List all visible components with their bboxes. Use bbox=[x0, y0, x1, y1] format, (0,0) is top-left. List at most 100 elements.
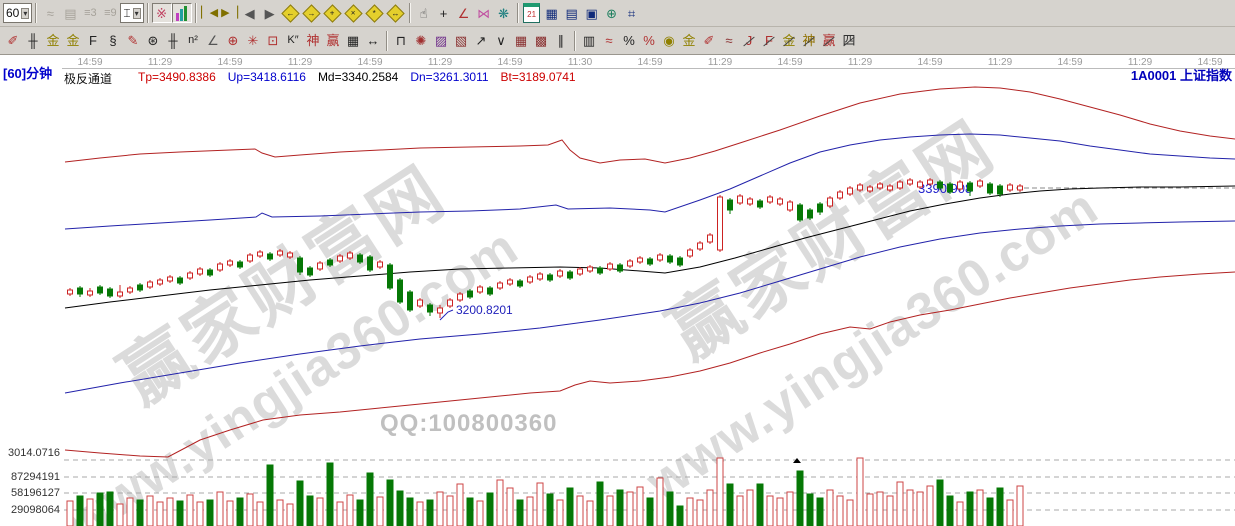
width-arrows-icon[interactable]: ↔ bbox=[366, 33, 380, 48]
box-rays-icon[interactable]: ▧ bbox=[454, 33, 468, 48]
toolbar-separator bbox=[386, 30, 388, 51]
pct-wave-icon[interactable]: ≈ bbox=[605, 33, 613, 48]
time-axis-label: 14:59 bbox=[777, 57, 803, 68]
diamond-star-icon[interactable]: * bbox=[364, 3, 384, 23]
stats-frame-icon[interactable]: ▥ bbox=[582, 33, 596, 48]
gold-tool-a-icon[interactable]: 金 bbox=[46, 33, 60, 48]
diamond-plus-icon[interactable]: + bbox=[322, 3, 342, 23]
chart-canvas[interactable]: 3390.908 bbox=[0, 55, 1235, 526]
diamond-right-icon[interactable]: → bbox=[301, 3, 321, 23]
prev-bar-icon[interactable]: ◀ bbox=[244, 5, 255, 21]
dart-note-icon[interactable]: ✐ bbox=[703, 33, 715, 48]
volume-bar bbox=[576, 495, 584, 526]
save-icon[interactable]: ▣ bbox=[585, 5, 598, 21]
tick-ruler-icon[interactable]: ╫ bbox=[28, 33, 38, 48]
parallel-lines-icon[interactable]: ∥ bbox=[557, 33, 565, 48]
period-dropdown[interactable]: 60 ▾ bbox=[3, 3, 33, 23]
volume-bar bbox=[276, 499, 284, 526]
candle-body bbox=[277, 250, 283, 256]
percent-lines-icon[interactable]: % bbox=[643, 33, 655, 48]
time-axis-label: 14:59 bbox=[217, 57, 243, 68]
volume-bar bbox=[116, 503, 124, 526]
diamond-move-icon[interactable]: ↔ bbox=[385, 3, 405, 23]
volume-bar bbox=[266, 464, 274, 526]
hand-tool-icon[interactable]: ☝ bbox=[419, 5, 428, 21]
volume-bar bbox=[516, 499, 524, 526]
grid-b-icon[interactable]: ▩ bbox=[534, 33, 548, 48]
shen-tool-icon[interactable]: 神 bbox=[306, 33, 320, 48]
si-slash-icon[interactable]: 四 bbox=[839, 31, 859, 51]
brain-tool-icon[interactable]: ❋ bbox=[498, 5, 510, 21]
candle-body bbox=[517, 280, 523, 287]
volume-bar bbox=[886, 495, 894, 526]
zigzag-v-icon[interactable]: ∨ bbox=[496, 33, 506, 48]
compass-tool-icon[interactable]: ⊛ bbox=[147, 33, 159, 48]
f-ruler-icon[interactable]: F bbox=[89, 33, 97, 48]
dart-brush-icon[interactable]: ✐ bbox=[7, 33, 19, 48]
time-axis-label: 14:59 bbox=[1197, 57, 1223, 68]
n-squared-icon[interactable]: n² bbox=[188, 34, 198, 46]
remote-computer-icon[interactable]: ⌗ bbox=[627, 5, 636, 21]
volume-bar bbox=[776, 497, 784, 526]
circle-target-icon[interactable]: ⊕ bbox=[227, 33, 239, 48]
ribbon-tool-icon[interactable]: ⋈ bbox=[477, 5, 491, 21]
candle-style-dropdown[interactable]: ⌶ ▾ bbox=[120, 3, 144, 23]
candle-body bbox=[767, 196, 773, 203]
spring-tool-icon[interactable]: § bbox=[109, 33, 117, 48]
notes-icon[interactable]: ▤ bbox=[565, 5, 578, 21]
candle-body bbox=[497, 282, 503, 289]
calculator-icon[interactable]: ▦ bbox=[545, 5, 558, 21]
ying-slash-icon[interactable]: 赢 bbox=[819, 31, 839, 51]
calendar-icon[interactable]: 21 bbox=[522, 3, 542, 23]
volume-bar bbox=[136, 499, 144, 526]
left-axis-label: 29098064 bbox=[11, 504, 60, 516]
diamond-cross-icon[interactable]: × bbox=[343, 3, 363, 23]
chevron-down-icon[interactable]: ▾ bbox=[21, 7, 30, 19]
next-bar-icon[interactable]: ▶ bbox=[264, 5, 275, 21]
f-slash-icon[interactable]: F bbox=[759, 31, 779, 51]
candle-body bbox=[877, 183, 883, 189]
candle-body bbox=[587, 266, 593, 272]
j-slash-icon[interactable]: J bbox=[739, 31, 759, 51]
grid-a-icon[interactable]: ▦ bbox=[514, 33, 528, 48]
crosshair-tool-icon[interactable]: + bbox=[439, 5, 448, 21]
first-bar-icon[interactable]: ▏◀ bbox=[201, 6, 219, 19]
hash-ruler-icon[interactable]: ╫ bbox=[168, 33, 178, 48]
candle-body bbox=[397, 279, 403, 303]
chip-distribution-icon[interactable]: ※ bbox=[151, 3, 172, 23]
candle-body bbox=[117, 291, 123, 297]
grid-ruler-icon[interactable]: ▦ bbox=[346, 33, 360, 48]
angle-tool-icon[interactable]: ∠ bbox=[457, 5, 470, 21]
square-target-icon[interactable]: ⊡ bbox=[267, 33, 279, 48]
volume-profile-icon[interactable] bbox=[171, 3, 192, 23]
wave-box-icon[interactable]: ≈ bbox=[725, 33, 733, 48]
volume-bar bbox=[636, 486, 644, 526]
percent-icon[interactable]: % bbox=[623, 33, 635, 48]
gann-frame-icon[interactable]: ⊓ bbox=[395, 33, 407, 48]
candle-body bbox=[467, 290, 473, 298]
dart-pin-icon[interactable]: ✎ bbox=[127, 33, 139, 48]
volume-bar bbox=[66, 500, 74, 526]
volume-bar bbox=[766, 495, 774, 526]
chevron-down-icon[interactable]: ▾ bbox=[132, 7, 141, 19]
web-mail-icon[interactable]: ⊕ bbox=[606, 5, 618, 21]
trend-angle-icon[interactable]: ↗ bbox=[475, 33, 487, 48]
volume-bar bbox=[736, 495, 744, 526]
burst-target-icon[interactable]: ✳ bbox=[247, 33, 259, 48]
gold-circle-icon[interactable]: ◉ bbox=[663, 33, 675, 48]
candle-body bbox=[777, 198, 783, 205]
gold-avg-icon[interactable]: 金 bbox=[682, 33, 696, 48]
low-price-annotation: 3200.8201 bbox=[456, 303, 513, 317]
last-bar-icon[interactable]: ▶▕ bbox=[221, 6, 239, 19]
angle-ruler-icon[interactable]: ∠ bbox=[207, 33, 219, 48]
ray-fan-icon[interactable]: ✺ bbox=[415, 33, 427, 48]
volume-bar bbox=[786, 491, 794, 526]
k-prime-icon[interactable]: K″ bbox=[287, 34, 299, 46]
shen-slash-icon[interactable]: 神 bbox=[799, 31, 819, 51]
gold-tool-b-icon[interactable]: 金 bbox=[66, 33, 80, 48]
ying-tool-icon[interactable]: 赢 bbox=[326, 33, 340, 48]
time-axis-label: 11:29 bbox=[147, 57, 173, 68]
shaded-box-icon[interactable]: ▨ bbox=[434, 33, 448, 48]
gold-slash-icon[interactable]: 金 bbox=[779, 31, 799, 51]
diamond-left-icon[interactable]: ← bbox=[280, 3, 300, 23]
